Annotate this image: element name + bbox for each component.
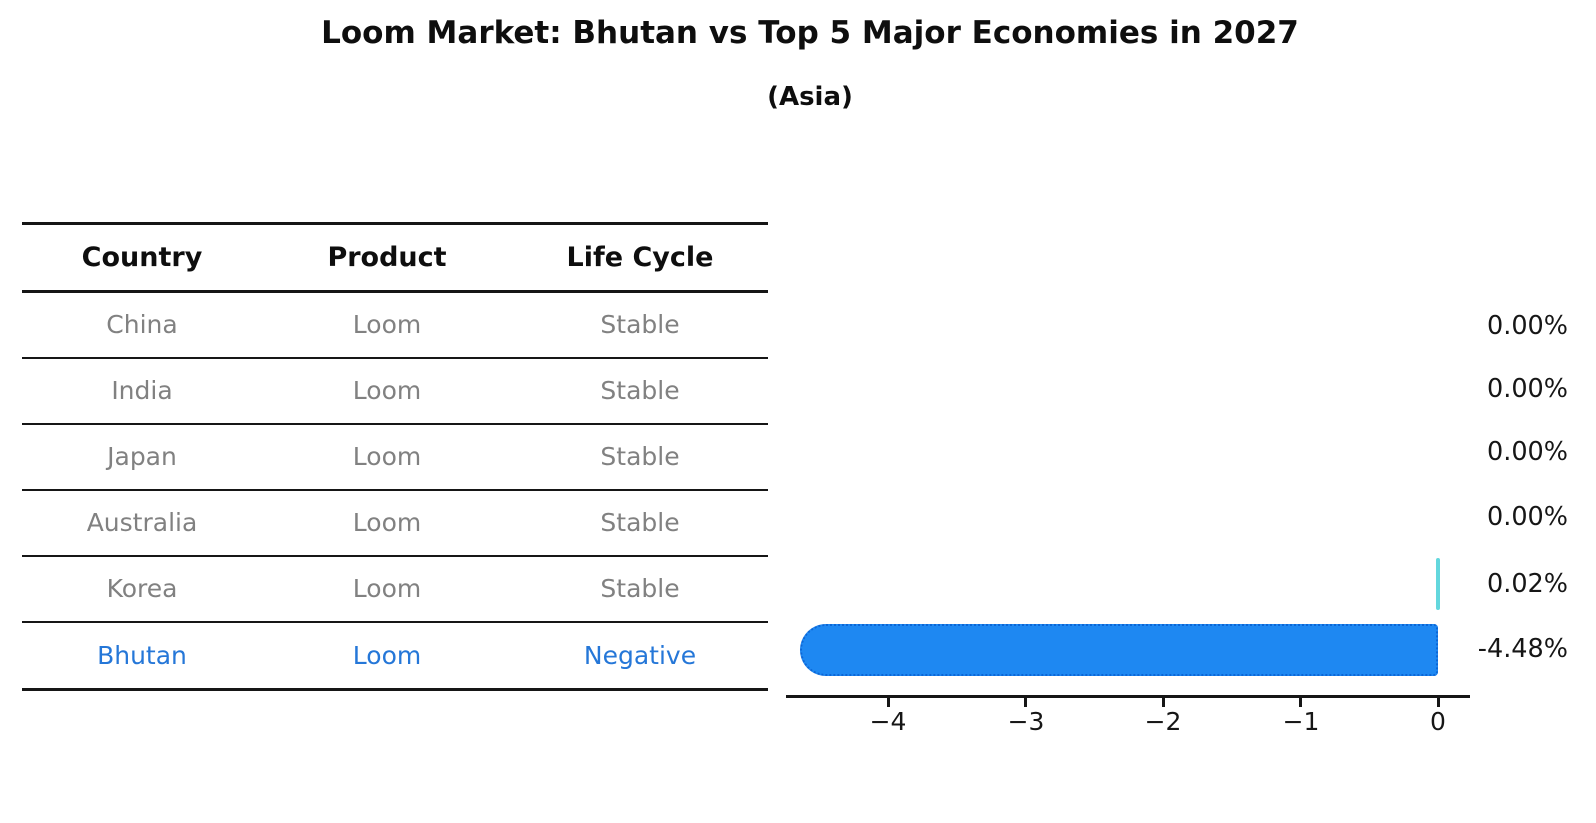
cell-country: Japan <box>107 442 177 471</box>
table-row-australia: Australia Loom Stable <box>22 491 768 557</box>
comparison-table: Country Product Life Cycle China Loom St… <box>22 222 768 691</box>
x-tick-label: −3 <box>1007 707 1045 736</box>
cell-product: Loom <box>352 376 422 405</box>
x-axis-line <box>786 695 1470 698</box>
table-row-india: India Loom Stable <box>22 359 768 425</box>
value-label-china: 0.00% <box>1486 311 1568 341</box>
x-tick-mark <box>887 698 890 707</box>
column-header-product: Product <box>327 241 447 273</box>
value-label-australia: 0.00% <box>1486 502 1568 532</box>
table-row-korea: Korea Loom Stable <box>22 557 768 623</box>
bar-korea <box>1436 558 1440 610</box>
cell-country: Bhutan <box>97 640 187 670</box>
x-tick-label: −2 <box>1144 707 1182 736</box>
value-label-bhutan: -4.48% <box>1477 634 1568 664</box>
cell-product: Loom <box>352 640 422 670</box>
value-label-japan: 0.00% <box>1486 437 1568 467</box>
value-label-india: 0.00% <box>1486 374 1568 404</box>
bar-bhutan <box>800 624 1438 676</box>
x-tick-label: −4 <box>869 707 907 736</box>
cell-product: Loom <box>352 574 422 603</box>
value-label-korea: 0.02% <box>1486 569 1568 599</box>
cell-product: Loom <box>352 310 422 339</box>
page-subtitle: (Asia) <box>767 82 853 112</box>
cell-country: China <box>106 310 178 339</box>
page-title: Loom Market: Bhutan vs Top 5 Major Econo… <box>321 15 1299 51</box>
table-row-japan: Japan Loom Stable <box>22 425 768 491</box>
cell-life-cycle: Stable <box>600 442 680 471</box>
cell-life-cycle: Stable <box>600 574 680 603</box>
cell-life-cycle: Negative <box>583 640 697 670</box>
cell-product: Loom <box>352 508 422 537</box>
x-tick-mark <box>1024 698 1027 707</box>
cell-country: Australia <box>86 508 198 537</box>
cell-country: India <box>111 376 173 405</box>
x-tick-label: 0 <box>1430 707 1446 736</box>
cell-country: Korea <box>106 574 178 603</box>
cell-life-cycle: Stable <box>600 508 680 537</box>
x-tick-mark <box>1299 698 1302 707</box>
x-tick-mark <box>1437 698 1440 707</box>
x-tick-mark <box>1162 698 1165 707</box>
table-row-china: China Loom Stable <box>22 293 768 359</box>
table-header-row: Country Product Life Cycle <box>22 225 768 293</box>
cell-life-cycle: Stable <box>600 310 680 339</box>
x-tick-label: −1 <box>1282 707 1320 736</box>
cell-life-cycle: Stable <box>600 376 680 405</box>
column-header-country: Country <box>81 241 203 273</box>
cell-product: Loom <box>352 442 422 471</box>
column-header-life-cycle: Life Cycle <box>566 241 714 273</box>
table-row-bhutan: Bhutan Loom Negative <box>22 623 768 691</box>
